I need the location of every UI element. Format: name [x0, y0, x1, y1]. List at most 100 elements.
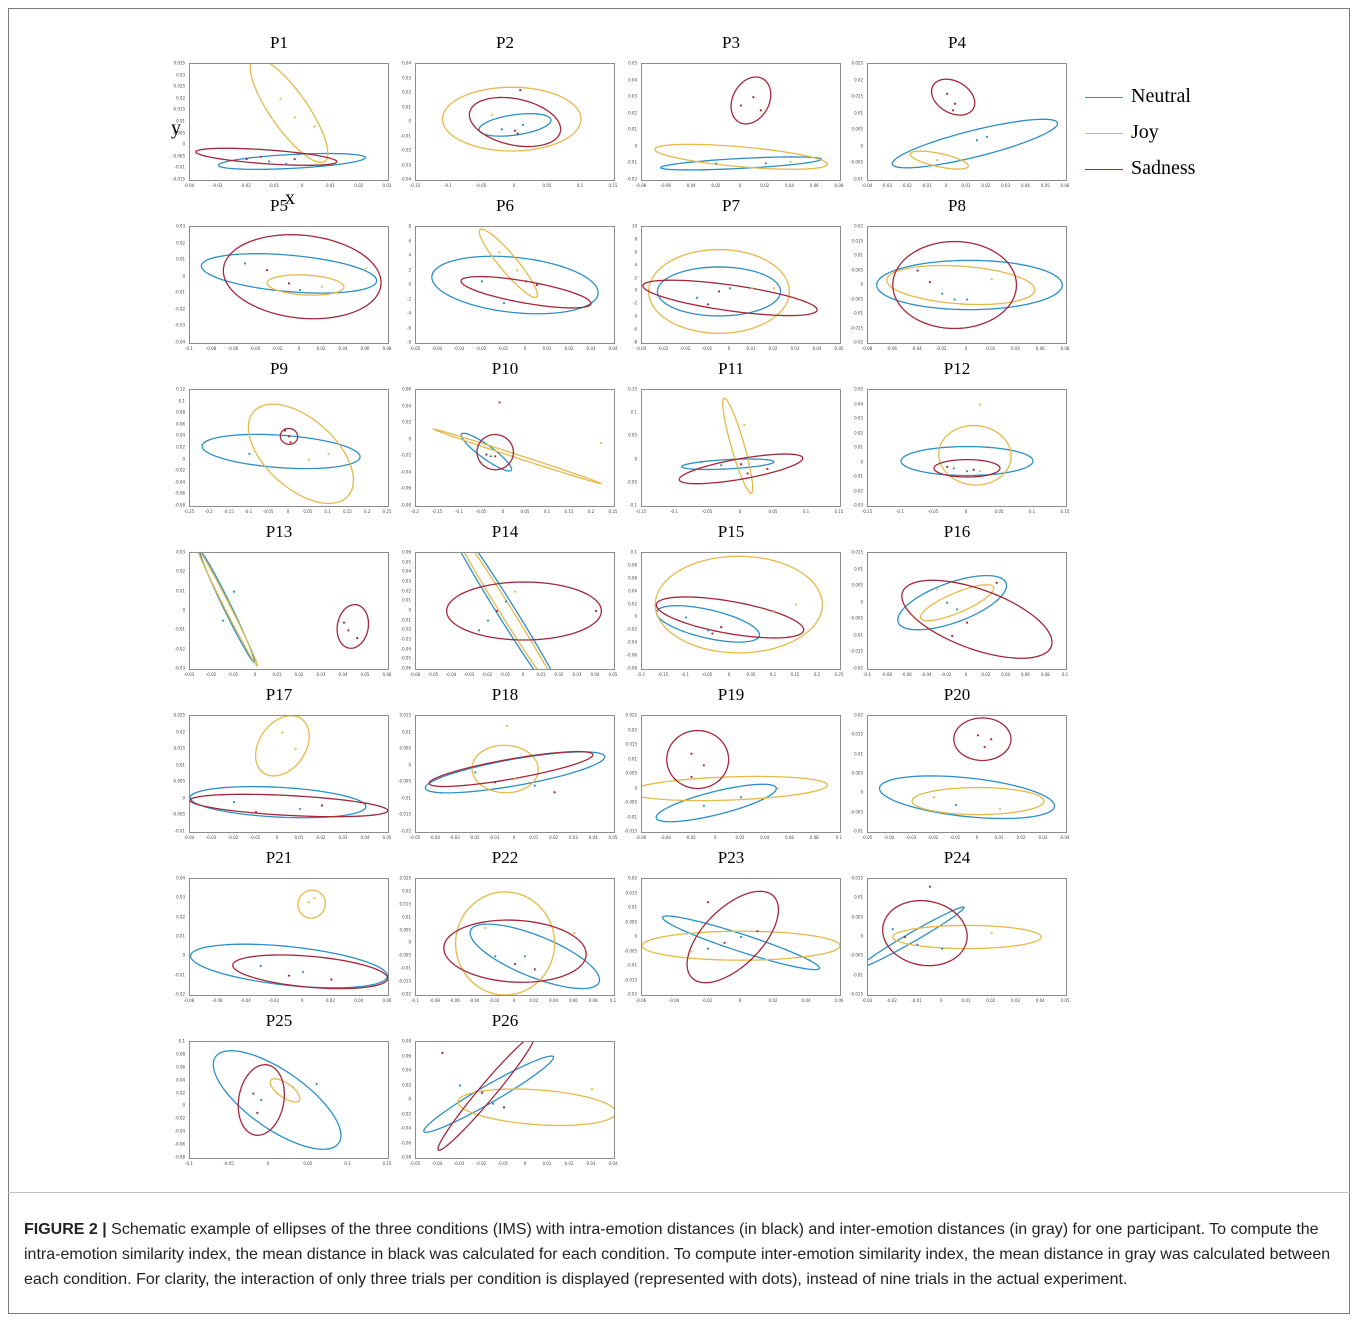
x-tick-label: 0.06 [809, 183, 819, 188]
x-tick-label: -0.02 [710, 183, 721, 188]
x-tick-label: 0 [297, 346, 301, 351]
legend-label-neutral: Neutral [1131, 85, 1191, 107]
x-tick-label: 0.08 [809, 835, 819, 840]
x-tick-label: 0.02 [986, 998, 996, 1003]
panel-p16: P16 -0.1 -0.08 -0.06 -0.04 -0.02 0 0.02 0.04 0.06… [847, 522, 1068, 682]
y-tick-label: 0.03 [628, 93, 637, 99]
y-tick-label: 0.01 [854, 444, 863, 450]
trial-dot-neutral [720, 464, 723, 467]
y-tick-label: 0.02 [402, 419, 411, 425]
trial-dot-neutral [941, 947, 944, 950]
panel-title: P12 [943, 359, 971, 378]
y-tick-label: -0.04 [626, 639, 637, 645]
ellipse-neutral [460, 553, 552, 669]
x-tick-label: 0.05 [303, 509, 313, 514]
x-tick-label: -0.03 [212, 183, 223, 188]
x-tick-label: -0.01 [911, 998, 922, 1003]
y-tick-label: 0 [860, 599, 863, 605]
y-tick-label: -0.01 [626, 159, 637, 165]
y-tick-label: 0.005 [851, 126, 863, 132]
y-tick-label: 0.04 [628, 77, 637, 83]
y-tick-label: 0.03 [176, 72, 185, 78]
y-tick-labels: 0.08 0.06 0.04 0.02 0 -0.02 -0.04 -0.06 -0.08 [395, 1039, 413, 1160]
x-tick-label: 0.01 [542, 1161, 552, 1166]
x-tick-label: 0.05 [746, 672, 756, 677]
panel-p13: P13 -0.03 -0.02 -0.01 0 0.01 0.02 0.03 0.04 0.05 0… [169, 522, 392, 682]
panel-title: P9 [270, 359, 288, 378]
trial-dot-sadness [293, 158, 296, 161]
x-tick-label: -0.04 [431, 346, 443, 351]
ellipse-sadness [428, 750, 594, 788]
trial-dot-neutral [695, 296, 699, 299]
y-tick-label: 0 [182, 1102, 185, 1108]
y-tick-labels: 0.12 0.1 0.08 0.06 0.04 0.02 0 -0.02 -0.04 -0.06 -… [169, 387, 187, 508]
y-tick-label: 0 [182, 795, 185, 801]
trial-dot-neutral [285, 162, 288, 165]
ellipse-joy [892, 924, 1042, 950]
ellipse-joy [938, 424, 1012, 486]
y-tick-label: -0.01 [852, 176, 863, 182]
x-tick-label: 0.15 [834, 509, 844, 514]
x-tick-label: 0.02 [316, 346, 326, 351]
y-tick-label: 0.06 [402, 1053, 411, 1058]
x-tick-label: 0.02 [549, 835, 559, 840]
y-tick-label: 0.02 [176, 240, 185, 246]
ellipse-sadness [195, 147, 338, 166]
x-tick-label: 0.02 [981, 672, 991, 677]
ellipse-joy [654, 555, 824, 654]
x-tick-label: 0.02 [316, 835, 326, 840]
x-tick-labels: -0.03 -0.02 -0.01 0 0.01 0.02 0.03 0.04 0.05 0.06 [184, 672, 392, 682]
x-tick-label: 0.03 [1038, 835, 1048, 840]
x-tick-label: -0.05 [427, 672, 439, 677]
y-tick-label: 0 [408, 607, 411, 613]
ellipse-joy [722, 397, 754, 494]
trial-dot-neutral [260, 1098, 263, 1102]
y-tick-label: 0.04 [176, 875, 185, 881]
x-tick-label: 0.06 [568, 998, 578, 1003]
trial-dot-neutral [985, 135, 988, 139]
trial-dot-sadness [283, 429, 287, 432]
x-tick-label: 0.1 [802, 509, 810, 514]
x-tick-label: 0.04 [1020, 183, 1030, 188]
x-tick-label: -0.1 [896, 509, 904, 514]
y-tick-label: 0 [408, 436, 411, 442]
y-tick-labels: 0.02 0.015 0.01 0.005 0 -0.005 -0.01 -0.015 -0.0… [847, 224, 865, 345]
y-tick-label: -0.03 [400, 162, 411, 167]
x-tick-labels: -0.04 -0.03 -0.02 -0.01 0 0.01 0.02 0.03 0.04 0.0… [184, 835, 392, 845]
x-tick-label: 0.15 [382, 1161, 392, 1166]
x-tick-label: -0.06 [212, 998, 223, 1003]
x-tick-label: 0.1 [835, 835, 843, 840]
x-tick-label: 0.1 [609, 998, 617, 1003]
x-tick-label: -0.1 [244, 509, 253, 514]
x-tick-label: -0.05 [701, 509, 713, 514]
x-tick-label: 0.25 [834, 672, 844, 677]
scatter-svg [424, 724, 606, 794]
x-tick-label: 0.04 [1001, 672, 1011, 677]
panel-title: P22 [491, 848, 519, 867]
y-tick-label: -0.005 [850, 809, 863, 815]
x-tick-label: -0.15 [409, 183, 421, 188]
trial-dot-neutral [298, 807, 302, 810]
trial-dot-neutral [521, 123, 525, 126]
scatter-svg [431, 401, 603, 485]
x-tick-label: 0.03 [586, 346, 596, 351]
y-tick-label: 0 [634, 143, 637, 149]
trial-dot-neutral [315, 1082, 318, 1085]
x-tick-label: -0.03 [657, 346, 669, 351]
x-tick-labels: -0.25 -0.2 -0.15 -0.1 -0.05 0 0.05 0.1 0.15 0.2 0.… [184, 509, 392, 519]
y-tick-label: 0.01 [628, 756, 637, 761]
trial-dot-sadness [928, 885, 931, 888]
panel-p5: P5 -0.1 -0.08 -0.06 -0.04 -0.02 0 0.02 0.04 0.06 0… [169, 196, 392, 356]
y-tick-label: 0.015 [851, 238, 863, 243]
x-tick-label: 0.06 [360, 346, 370, 351]
y-tick-label: 0.1 [630, 409, 637, 415]
x-tick-label: 0.04 [338, 672, 348, 677]
x-tick-label: 0.06 [382, 998, 392, 1003]
x-tick-label: 0.01 [994, 835, 1004, 840]
y-tick-labels: 0.04 0.03 0.02 0.01 0 -0.01 -0.02 -0.03 -0.04 [395, 61, 413, 182]
trial-dot-sadness [513, 129, 517, 132]
trial-dot-sadness [946, 92, 949, 95]
x-tick-label: 0.03 [586, 1161, 596, 1166]
plot-area [641, 226, 841, 344]
x-tick-labels: -0.05 -0.04 -0.03 -0.02 -0.01 0 0.01 0.02 0.03 0.… [410, 835, 618, 845]
